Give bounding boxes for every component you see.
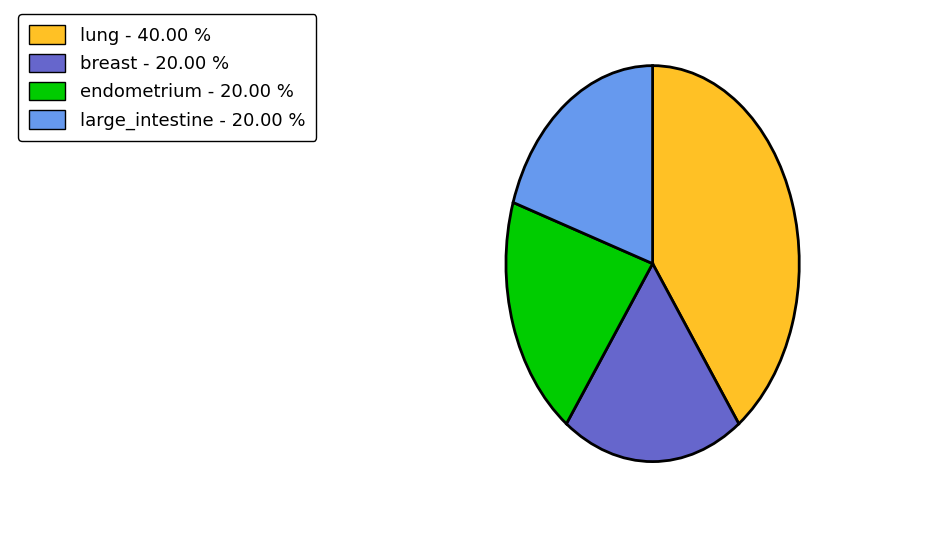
Wedge shape	[566, 264, 739, 462]
Legend: lung - 40.00 %, breast - 20.00 %, endometrium - 20.00 %, large_intestine - 20.00: lung - 40.00 %, breast - 20.00 %, endome…	[19, 15, 316, 141]
Wedge shape	[513, 66, 653, 264]
Wedge shape	[653, 66, 799, 424]
Wedge shape	[506, 202, 653, 424]
